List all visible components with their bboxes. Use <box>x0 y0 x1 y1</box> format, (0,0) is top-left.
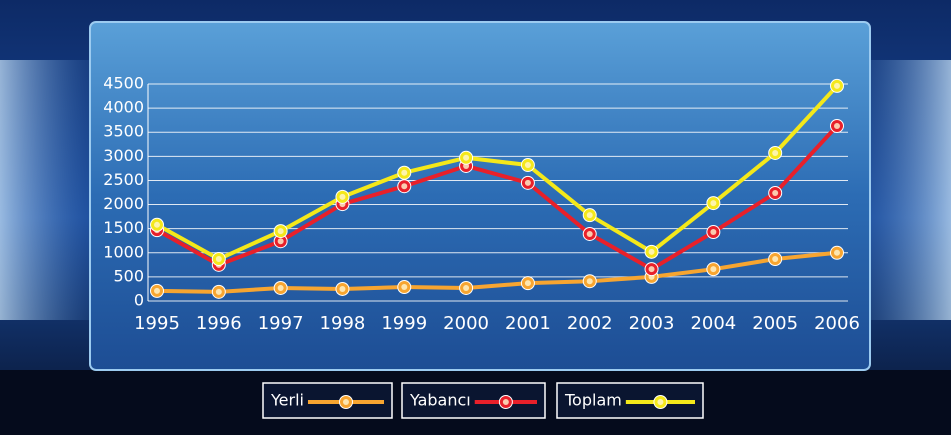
marker-inner <box>524 280 531 287</box>
legend-label: Toplam <box>564 391 622 410</box>
x-tick-label: 2005 <box>752 313 798 334</box>
marker <box>520 175 535 190</box>
marker-inner <box>710 229 717 236</box>
marker-inner <box>834 249 840 256</box>
marker-inner <box>772 149 779 156</box>
x-tick-label: 2001 <box>505 313 551 334</box>
series-line <box>156 84 839 262</box>
marker-inner <box>502 399 509 405</box>
x-tick-label: 1997 <box>258 313 304 334</box>
marker-inner <box>215 256 222 263</box>
marker <box>830 118 844 133</box>
marker <box>582 226 597 241</box>
marker <box>520 158 535 173</box>
x-tick-label: 1998 <box>320 313 366 334</box>
marker <box>211 284 226 299</box>
marker <box>653 395 668 409</box>
marker <box>150 217 164 232</box>
marker <box>706 196 721 211</box>
marker-inner <box>586 230 593 237</box>
marker <box>768 145 783 160</box>
marker-inner <box>710 266 717 273</box>
marker-inner <box>463 154 470 161</box>
marker-inner <box>834 82 840 89</box>
y-tick-label: 2000 <box>103 194 144 213</box>
marker <box>338 395 353 409</box>
marker-inner <box>772 256 779 263</box>
marker-inner <box>648 248 655 255</box>
series-line <box>156 250 838 294</box>
marker-inner <box>524 179 531 186</box>
marker-inner <box>339 285 346 292</box>
y-tick-label: 2500 <box>103 170 144 189</box>
marker-inner <box>342 399 349 405</box>
marker <box>459 280 474 295</box>
marker <box>582 274 597 289</box>
marker <box>397 179 412 194</box>
marker-inner <box>154 221 160 228</box>
marker-inner <box>772 189 779 196</box>
x-tick-label: 2006 <box>814 313 860 334</box>
marker-inner <box>339 193 346 200</box>
marker-inner <box>277 238 284 245</box>
marker-inner <box>524 162 531 169</box>
marker-inner <box>215 288 222 295</box>
marker <box>582 208 597 223</box>
marker <box>706 225 721 240</box>
marker <box>211 252 226 267</box>
x-tick-label: 2003 <box>629 313 675 334</box>
marker <box>150 283 164 298</box>
marker <box>397 280 412 295</box>
marker <box>520 276 535 291</box>
x-tick-label: 1999 <box>381 313 427 334</box>
marker-inner <box>154 287 160 294</box>
x-tick-label: 2000 <box>443 313 489 334</box>
y-tick-label: 3500 <box>103 122 144 141</box>
marker <box>335 189 350 204</box>
marker-inner <box>401 284 408 291</box>
marker <box>397 165 412 180</box>
marker <box>644 244 659 259</box>
x-tick-label: 1996 <box>196 313 242 334</box>
marker <box>273 280 288 295</box>
legend-label: Yerli <box>270 391 304 410</box>
y-tick-label: 4500 <box>103 74 144 93</box>
y-tick-label: 0 <box>134 291 144 310</box>
marker-inner <box>657 399 664 405</box>
marker <box>830 245 844 260</box>
series-line <box>156 124 839 272</box>
marker <box>768 185 783 200</box>
marker <box>498 395 513 409</box>
y-tick-label: 500 <box>113 266 144 285</box>
marker <box>273 234 288 249</box>
x-tick-label: 2004 <box>690 313 736 334</box>
y-tick-label: 1500 <box>103 218 144 237</box>
x-tick-label: 1995 <box>134 313 180 334</box>
marker <box>335 281 350 296</box>
x-tick-label: 2002 <box>567 313 613 334</box>
y-tick-label: 4000 <box>103 98 144 117</box>
marker-inner <box>586 278 593 285</box>
marker <box>706 262 721 277</box>
marker-inner <box>834 122 840 129</box>
y-tick-label: 1000 <box>103 242 144 261</box>
marker-inner <box>401 183 408 190</box>
marker <box>459 150 474 165</box>
marker-inner <box>401 169 408 176</box>
y-tick-label: 3000 <box>103 146 144 165</box>
marker-inner <box>586 212 593 219</box>
marker <box>830 78 844 93</box>
marker <box>644 262 659 277</box>
marker <box>273 224 288 239</box>
marker-inner <box>710 200 717 207</box>
marker <box>768 252 783 267</box>
marker-inner <box>277 284 284 291</box>
marker-inner <box>648 266 655 273</box>
marker-inner <box>463 284 470 291</box>
marker-inner <box>277 228 284 235</box>
legend: Yerli Yabancı Toplam <box>262 382 704 419</box>
legend-label: Yabancı <box>409 391 471 410</box>
